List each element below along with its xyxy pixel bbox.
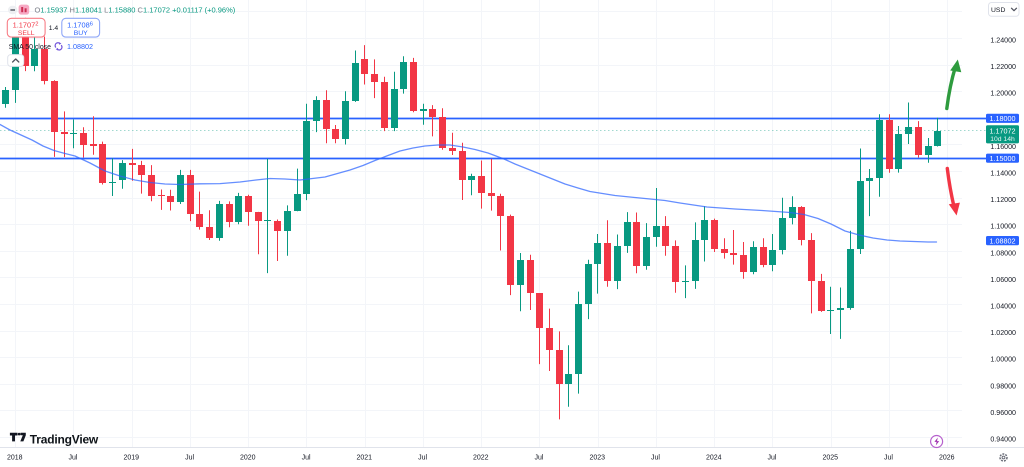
svg-text:2018: 2018	[7, 455, 23, 462]
svg-text:BUY: BUY	[74, 30, 88, 37]
svg-text:Jul: Jul	[651, 455, 660, 462]
svg-text:1.04000: 1.04000	[990, 303, 1016, 311]
svg-text:1.20000: 1.20000	[990, 90, 1016, 98]
svg-text:2022: 2022	[473, 455, 489, 462]
svg-text:1.18000: 1.18000	[990, 114, 1016, 123]
svg-text:Jul: Jul	[302, 455, 311, 462]
svg-text:2026: 2026	[939, 455, 955, 462]
svg-text:1.4: 1.4	[49, 25, 59, 32]
svg-text:TradingView: TradingView	[30, 433, 99, 447]
svg-text:SELL: SELL	[18, 30, 35, 37]
svg-text:1.22000: 1.22000	[990, 63, 1016, 71]
svg-text:1.24000: 1.24000	[990, 37, 1016, 45]
svg-text:2019: 2019	[124, 455, 140, 462]
svg-text:0.94000: 0.94000	[990, 436, 1016, 444]
svg-text:1.14000: 1.14000	[990, 170, 1016, 178]
svg-text:1.08802: 1.08802	[990, 236, 1016, 245]
svg-text:1.15000: 1.15000	[990, 154, 1016, 163]
svg-text:Jul: Jul	[768, 455, 777, 462]
svg-text:1.06000: 1.06000	[990, 276, 1016, 284]
svg-text:Jul: Jul	[884, 455, 893, 462]
svg-text:SMA 50 close: SMA 50 close	[9, 44, 51, 51]
svg-text:Jul: Jul	[69, 455, 78, 462]
svg-text:2025: 2025	[823, 455, 839, 462]
svg-text:Jul: Jul	[185, 455, 194, 462]
svg-text:1.02000: 1.02000	[990, 329, 1016, 337]
svg-text:USD: USD	[991, 7, 1005, 14]
svg-text:0.96000: 0.96000	[990, 409, 1016, 417]
svg-text:O1.15937 H1.18041 L1.15880 C1.: O1.15937 H1.18041 L1.15880 C1.17072 +0.0…	[35, 5, 236, 14]
svg-text:1.08000: 1.08000	[990, 249, 1016, 257]
svg-text:1.17072: 1.17072	[990, 126, 1016, 135]
svg-text:1.12000: 1.12000	[990, 196, 1016, 204]
svg-text:2020: 2020	[240, 455, 256, 462]
svg-text:1.16000: 1.16000	[990, 143, 1016, 151]
svg-text:Jul: Jul	[418, 455, 427, 462]
svg-text:1.17072: 1.17072	[13, 20, 39, 29]
svg-text:1.08802: 1.08802	[67, 42, 93, 51]
svg-text:2021: 2021	[357, 455, 373, 462]
svg-text:1.10000: 1.10000	[990, 223, 1016, 231]
svg-text:Jul: Jul	[535, 455, 544, 462]
svg-text:0.98000: 0.98000	[990, 382, 1016, 390]
svg-text:10d 14h: 10d 14h	[990, 136, 1015, 143]
svg-text:1.17086: 1.17086	[67, 20, 93, 29]
svg-text:2023: 2023	[590, 455, 606, 462]
svg-text:1.00000: 1.00000	[990, 356, 1016, 364]
svg-text:2024: 2024	[706, 455, 722, 462]
